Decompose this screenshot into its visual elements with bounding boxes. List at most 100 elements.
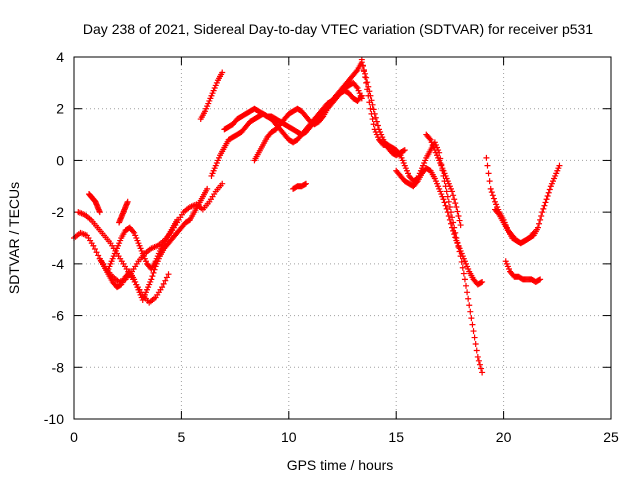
x-tick-label: 25 (603, 429, 619, 445)
data-point (457, 222, 464, 229)
data-point (365, 92, 372, 99)
data-point (130, 228, 137, 235)
data-point (174, 216, 181, 223)
data-point (536, 220, 543, 227)
y-tick-label: 4 (56, 49, 64, 65)
data-point (364, 79, 371, 86)
data-point (444, 193, 451, 200)
data-point (360, 68, 367, 75)
data-point (302, 180, 309, 187)
data-point (445, 213, 452, 220)
data-point (440, 196, 447, 203)
data-point (443, 188, 450, 195)
data-point (460, 270, 467, 277)
data-point (447, 220, 454, 227)
y-tick-label: 2 (56, 101, 64, 117)
data-series (290, 180, 309, 192)
data-point (474, 353, 481, 360)
data-point (479, 369, 486, 376)
x-tick-label: 0 (70, 429, 78, 445)
data-point (486, 178, 493, 185)
data-point (449, 188, 456, 195)
data-series (116, 198, 131, 226)
data-point (363, 74, 370, 81)
data-point (91, 245, 98, 252)
data-point (150, 269, 157, 276)
data-points (71, 56, 563, 376)
data-point (472, 341, 479, 348)
data-point (165, 271, 172, 278)
data-point (484, 162, 491, 169)
data-point (95, 252, 102, 259)
data-point (455, 213, 462, 220)
y-tick-label: -8 (52, 359, 65, 375)
data-point (93, 249, 100, 256)
y-tick-label: 0 (56, 152, 64, 168)
data-point (446, 216, 453, 223)
data-point (219, 69, 226, 76)
data-point (476, 361, 483, 368)
data-series (86, 191, 103, 216)
data-point (400, 147, 407, 154)
data-point (538, 213, 545, 220)
data-series (208, 87, 365, 179)
x-tick-label: 20 (496, 429, 512, 445)
x-tick-label: 15 (388, 429, 404, 445)
data-point (537, 276, 544, 283)
data-point (454, 208, 461, 215)
data-series (105, 216, 181, 273)
ticks: 0 5 10 15 20 25 -10 -8 -6 -4 -2 0 2 4 (44, 49, 619, 445)
data-point (468, 315, 475, 322)
data-point (483, 154, 490, 161)
y-tick-label: -6 (52, 308, 65, 324)
data-point (353, 68, 360, 75)
data-point (368, 110, 375, 117)
data-point (536, 277, 543, 284)
data-point (545, 189, 552, 196)
data-point (450, 227, 457, 234)
data-point (478, 365, 485, 372)
data-point (366, 99, 373, 106)
data-point (370, 121, 377, 128)
data-point (495, 210, 502, 217)
data-point (540, 205, 547, 212)
data-point (373, 118, 380, 125)
y-tick-label: -4 (52, 256, 65, 272)
data-point (396, 150, 403, 157)
data-series (423, 131, 464, 229)
x-axis-label: GPS time / hours (287, 457, 394, 473)
data-point (160, 280, 167, 287)
data-series (358, 56, 486, 376)
data-point (358, 56, 365, 63)
data-point (367, 105, 374, 112)
data-series (393, 165, 486, 288)
data-point (319, 114, 326, 121)
data-point (534, 224, 541, 231)
y-tick-label: -10 (44, 411, 64, 427)
data-point (163, 274, 170, 281)
data-point (90, 242, 97, 249)
data-point (485, 170, 492, 177)
data-point (159, 284, 166, 291)
data-point (556, 162, 563, 169)
data-point (475, 357, 482, 364)
data-point (487, 185, 494, 192)
data-point (374, 122, 381, 129)
data-point (488, 189, 495, 196)
data-point (359, 62, 366, 69)
data-point (456, 217, 463, 224)
data-point (413, 179, 420, 186)
data-point (467, 308, 474, 315)
data-point (537, 216, 544, 223)
y-axis-label: SDTVAR / TECUs (6, 182, 22, 294)
data-series (483, 154, 563, 247)
data-point (450, 192, 457, 199)
data-point (473, 347, 480, 354)
data-point (461, 276, 468, 283)
data-point (441, 199, 448, 206)
data-series (197, 69, 226, 123)
data-series (492, 206, 537, 247)
data-point (444, 209, 451, 216)
data-point (470, 328, 477, 335)
